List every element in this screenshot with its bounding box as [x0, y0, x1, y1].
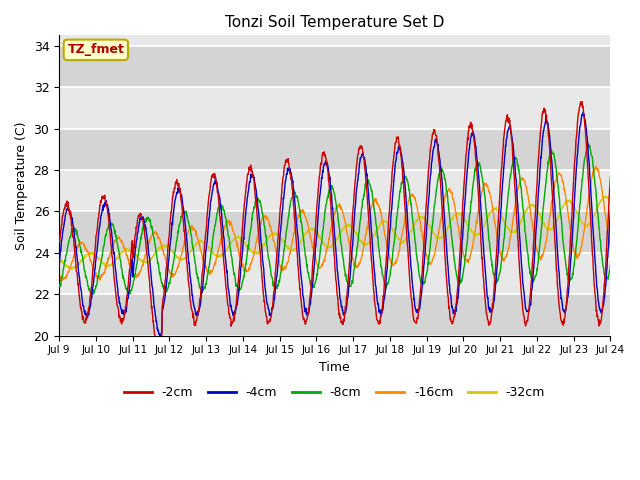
Bar	[59, 87, 611, 129]
Bar	[59, 294, 611, 336]
X-axis label: Time: Time	[319, 361, 350, 374]
Bar	[59, 170, 611, 211]
Bar	[59, 211, 611, 253]
Title: Tonzi Soil Temperature Set D: Tonzi Soil Temperature Set D	[225, 15, 445, 30]
Legend: -2cm, -4cm, -8cm, -16cm, -32cm: -2cm, -4cm, -8cm, -16cm, -32cm	[119, 382, 550, 405]
Bar	[59, 129, 611, 170]
Bar	[59, 46, 611, 87]
Bar	[59, 253, 611, 294]
Text: TZ_fmet: TZ_fmet	[67, 43, 124, 56]
Y-axis label: Soil Temperature (C): Soil Temperature (C)	[15, 121, 28, 250]
